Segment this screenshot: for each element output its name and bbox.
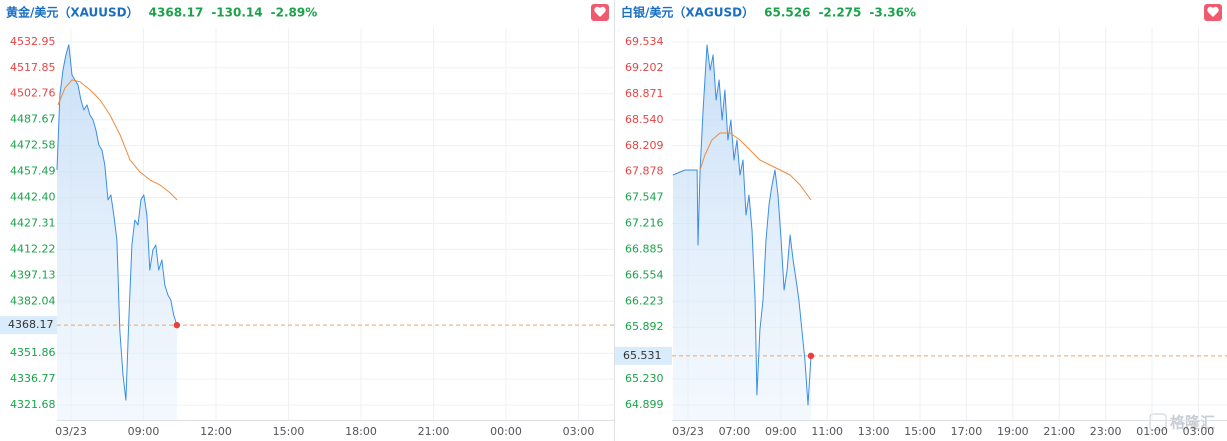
x-tick-label: 03:00 bbox=[1183, 425, 1215, 438]
y-tick-label: 68.540 bbox=[625, 113, 664, 126]
current-price-box bbox=[0, 316, 57, 335]
quote-price: 65.526 bbox=[764, 6, 810, 20]
current-price-label: 65.531 bbox=[623, 349, 662, 362]
x-tick-label: 17:00 bbox=[951, 425, 983, 438]
x-tick-label: 07:00 bbox=[719, 425, 751, 438]
logo-icon bbox=[1149, 413, 1167, 431]
y-tick-label: 65.230 bbox=[625, 372, 664, 385]
y-tick-label: 67.216 bbox=[625, 217, 664, 230]
quote-change: -130.14 bbox=[211, 6, 262, 20]
x-tick-label: 03:00 bbox=[563, 425, 595, 438]
current-price-box bbox=[615, 346, 672, 365]
y-tick-label: 4427.31 bbox=[10, 216, 56, 229]
x-tick-label: 09:00 bbox=[765, 425, 797, 438]
current-price-dot bbox=[173, 321, 181, 329]
average-line bbox=[699, 132, 812, 201]
y-tick-label: 66.554 bbox=[625, 268, 664, 281]
x-tick-label: 01:00 bbox=[1136, 425, 1168, 438]
y-tick-label: 4382.04 bbox=[10, 294, 56, 307]
y-tick-label: 4351.86 bbox=[10, 346, 56, 359]
x-tick-label: 18:00 bbox=[345, 425, 377, 438]
y-tick-label: 69.534 bbox=[625, 35, 664, 48]
quote-price: 4368.17 bbox=[149, 6, 204, 20]
y-tick-label: 4532.95 bbox=[10, 35, 56, 48]
y-tick-label: 4487.67 bbox=[10, 113, 56, 126]
x-tick-label: 15:00 bbox=[273, 425, 305, 438]
price-area bbox=[57, 44, 177, 421]
current-price-dot bbox=[807, 352, 815, 360]
x-tick-label: 00:00 bbox=[490, 425, 522, 438]
instrument-title: 白银/美元（XAGUSD） bbox=[621, 5, 754, 20]
favorite-icon[interactable] bbox=[1204, 4, 1222, 21]
y-tick-label: 4336.77 bbox=[10, 372, 56, 385]
x-tick-label: 15:00 bbox=[904, 425, 936, 438]
y-tick-label: 66.223 bbox=[625, 294, 664, 307]
y-tick-label: 4457.49 bbox=[10, 165, 56, 178]
y-tick-label: 68.209 bbox=[625, 139, 664, 152]
current-price-label: 4368.17 bbox=[8, 318, 54, 331]
price-line bbox=[56, 44, 178, 401]
quote-change: -2.275 bbox=[818, 6, 861, 20]
y-tick-label: 4321.68 bbox=[10, 398, 56, 411]
x-tick-label: 21:00 bbox=[1043, 425, 1075, 438]
y-tick-label: 65.892 bbox=[625, 320, 664, 333]
y-tick-label: 67.878 bbox=[625, 165, 664, 178]
y-tick-label: 4442.40 bbox=[10, 191, 56, 204]
x-tick-label: 12:00 bbox=[200, 425, 232, 438]
quote-change-pct: -2.89% bbox=[271, 6, 318, 20]
quote-change-pct: -3.36% bbox=[869, 6, 916, 20]
x-tick-label: 13:00 bbox=[858, 425, 890, 438]
y-tick-label: 64.899 bbox=[625, 398, 664, 411]
x-tick-label: 19:00 bbox=[997, 425, 1029, 438]
y-tick-label: 4397.13 bbox=[10, 268, 56, 281]
y-tick-label: 67.547 bbox=[625, 191, 664, 204]
price-line bbox=[672, 44, 812, 406]
y-tick-label: 4412.22 bbox=[10, 242, 56, 255]
x-tick-label: 21:00 bbox=[418, 425, 450, 438]
y-tick-label: 66.885 bbox=[625, 242, 664, 255]
average-line bbox=[57, 79, 178, 201]
favorite-icon[interactable] bbox=[591, 4, 609, 21]
y-tick-label: 68.871 bbox=[625, 87, 664, 100]
y-tick-label: 69.202 bbox=[625, 61, 664, 74]
x-tick-label: 23:00 bbox=[1090, 425, 1122, 438]
x-tick-label: 03/23 bbox=[55, 425, 87, 438]
y-tick-label: 4517.85 bbox=[10, 61, 56, 74]
y-tick-label: 4502.76 bbox=[10, 87, 56, 100]
instrument-title: 黄金/美元（XAUUSD） bbox=[6, 5, 139, 20]
watermark: 格隆汇 bbox=[1170, 414, 1215, 432]
x-tick-label: 11:00 bbox=[811, 425, 843, 438]
x-tick-label: 09:00 bbox=[128, 425, 160, 438]
price-area bbox=[672, 45, 811, 420]
x-tick-label: 03/23 bbox=[672, 425, 704, 438]
y-tick-label: 4472.58 bbox=[10, 139, 56, 152]
